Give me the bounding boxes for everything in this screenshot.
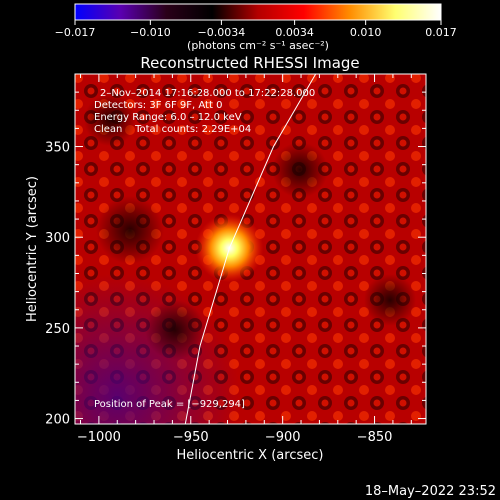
chart-title: Reconstructed RHESSI Image (140, 54, 359, 72)
timestamp: 18–May–2022 23:52 (365, 484, 496, 499)
x-axis-ticks: −1000 −950 −900 −850 (77, 74, 412, 445)
x-tick-label: −900 (265, 430, 301, 445)
y-tick-label: 250 (45, 322, 70, 337)
plot-frame (74, 73, 427, 425)
detectors-annotation: Detectors: 3F 6F 9F, Att 0 (94, 100, 222, 111)
y-tick-label: 300 (45, 231, 70, 246)
colorbar-tick-label: 0.017 (425, 26, 457, 39)
clean-counts-annotation: Clean Total counts: 2.29E+04 (94, 124, 251, 135)
y-tick-label: 350 (45, 141, 70, 156)
x-tick-label: −950 (173, 430, 209, 445)
x-tick-label: −1000 (77, 430, 121, 445)
y-axis-ticks: 200 250 300 350 (45, 73, 426, 428)
peak-position-annotation: Position of Peak = [−929,294] (94, 399, 245, 410)
colorbar-tick-label: −0.010 (130, 26, 171, 39)
x-tick-label: −850 (357, 430, 393, 445)
heatmap-image (75, 74, 426, 424)
energy-range-annotation: Energy Range: 6.0 – 12.0 keV (94, 112, 242, 123)
colorbar (74, 3, 442, 21)
colorbar-tick-label: 0.010 (350, 26, 382, 39)
colorbar-units: (photons cm⁻² s⁻¹ asec⁻²) (187, 39, 329, 52)
solar-limb-line (184, 74, 317, 424)
y-tick-label: 200 (45, 413, 70, 428)
y-axis-label: Heliocentric Y (arcsec) (25, 176, 40, 322)
colorbar-tick-label: 0.0034 (275, 26, 314, 39)
colorbar-tick-label: −0.0034 (198, 26, 246, 39)
time-range-annotation: 2–Nov–2014 17:16:28.000 to 17:22:28.000 (100, 88, 315, 99)
colorbar-ticks: −0.017 −0.010 −0.0034 0.0034 0.010 0.017 (55, 20, 457, 39)
x-axis-label: Heliocentric X (arcsec) (177, 448, 324, 463)
colorbar-tick-label: −0.017 (55, 26, 96, 39)
